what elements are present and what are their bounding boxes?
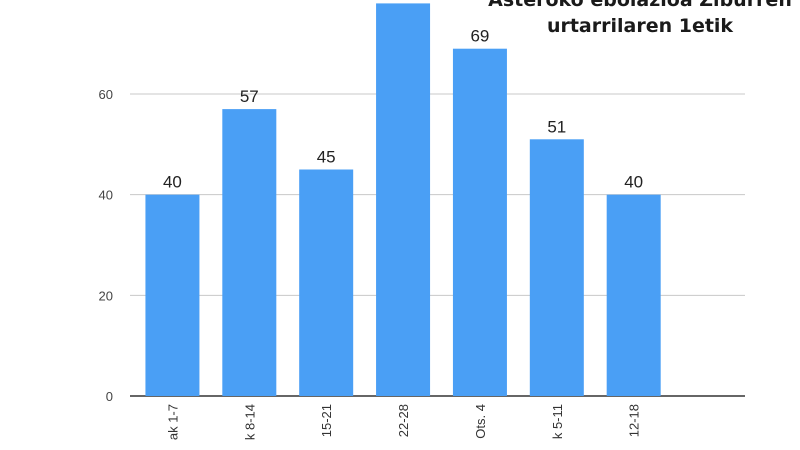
bar <box>606 194 661 396</box>
data-label: 69 <box>470 27 489 46</box>
data-label: 45 <box>317 148 336 167</box>
x-tick-label: k 8-14 <box>242 404 257 440</box>
bar <box>376 3 431 397</box>
y-tick-label: 20 <box>99 288 113 303</box>
bar <box>299 169 354 396</box>
chart-title-line-2: urtarrilaren 1etik <box>546 15 734 37</box>
data-label: 40 <box>624 173 643 192</box>
x-tick-label: Ots. 4 <box>473 404 488 439</box>
x-tick-label: k 5-11 <box>550 404 565 439</box>
y-tick-label: 40 <box>99 188 113 203</box>
y-tick-label: 60 <box>99 87 113 102</box>
data-label: 40 <box>163 173 182 192</box>
y-tick-label: 0 <box>106 389 113 404</box>
x-tick-label: 15-21 <box>319 404 334 437</box>
x-tick-label: ak 1-7 <box>165 404 180 440</box>
data-label: 51 <box>547 117 566 136</box>
bar <box>222 109 277 396</box>
x-tick-label: 22-28 <box>396 404 411 437</box>
x-tick-label: 12-18 <box>627 404 642 437</box>
bar <box>529 139 584 397</box>
bar <box>145 194 200 396</box>
bar <box>452 48 507 396</box>
data-label: 57 <box>240 87 259 106</box>
chart-title-line-1: Asteroko ebolazioa Ziburren <box>488 0 792 11</box>
